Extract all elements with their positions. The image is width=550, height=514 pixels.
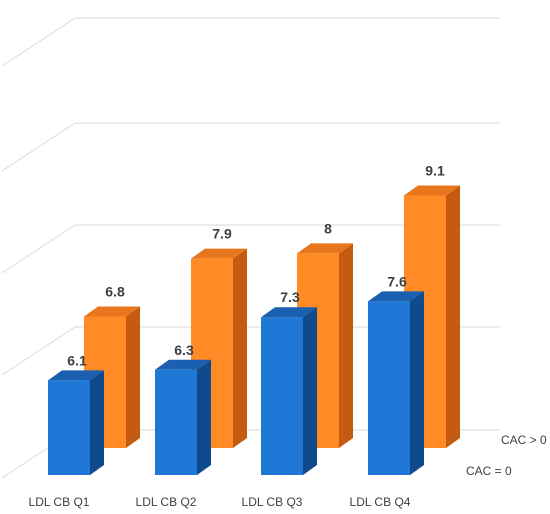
cac-gt-0-bar-side bbox=[233, 248, 247, 448]
gridline-side-4 bbox=[1, 17, 76, 67]
data-label-cac-gt-0-4: 9.1 bbox=[425, 163, 445, 179]
cac-eq-0-bar-side bbox=[197, 359, 211, 475]
cac-eq-0-bar-front bbox=[155, 369, 197, 475]
legend-cac-gt-0: CAC > 0 bbox=[501, 433, 547, 447]
category-axis: LDL CB Q1 LDL CB Q2 LDL CB Q3 LDL CB Q4 bbox=[29, 495, 411, 509]
cac-eq-0-bar-side bbox=[410, 291, 424, 475]
data-label-cac-gt-0-1: 6.8 bbox=[105, 284, 125, 300]
series-legend: CAC > 0 CAC = 0 bbox=[466, 433, 547, 478]
cac-eq-0-bar-2 bbox=[155, 359, 211, 475]
data-label-cac-gt-0-2: 7.9 bbox=[212, 226, 232, 242]
cac-eq-0-bar-front bbox=[368, 301, 410, 475]
data-labels: 6.8 7.9 8 9.1 6.1 6.3 7.3 7.6 bbox=[67, 163, 445, 369]
cac-eq-0-bar-top bbox=[368, 291, 424, 302]
cac-gt-0-bar-top bbox=[191, 248, 247, 259]
cac-gt-0-bar-side bbox=[339, 243, 353, 448]
data-label-cac-eq-0-1: 6.1 bbox=[67, 352, 87, 368]
category-label-3: LDL CB Q3 bbox=[242, 495, 303, 509]
data-label-cac-eq-0-4: 7.6 bbox=[387, 273, 407, 289]
gridline-side-1 bbox=[1, 326, 76, 376]
data-label-cac-eq-0-2: 6.3 bbox=[174, 342, 194, 358]
gridline-side-3 bbox=[1, 122, 76, 172]
gridline-side-2 bbox=[1, 224, 76, 274]
cac-gt-0-bar-side bbox=[126, 306, 140, 448]
legend-cac-eq-0: CAC = 0 bbox=[466, 464, 512, 478]
series-cac-eq-0 bbox=[48, 291, 424, 475]
category-label-4: LDL CB Q4 bbox=[350, 495, 411, 509]
cac-eq-0-bar-top bbox=[155, 359, 211, 370]
cac-gt-0-bar-top bbox=[297, 243, 353, 254]
cac-gt-0-bar-side bbox=[446, 185, 460, 448]
data-label-cac-eq-0-3: 7.3 bbox=[280, 289, 300, 305]
cac-eq-0-bar-side bbox=[303, 307, 317, 475]
cac-eq-0-bar-top bbox=[261, 307, 317, 318]
cac-eq-0-bar-3 bbox=[261, 307, 317, 475]
category-label-2: LDL CB Q2 bbox=[136, 495, 197, 509]
cac-eq-0-bar-1 bbox=[48, 370, 104, 475]
data-label-cac-gt-0-3: 8 bbox=[324, 220, 332, 236]
cac-eq-0-bar-front bbox=[48, 380, 90, 475]
cac-eq-0-bar-top bbox=[48, 370, 104, 381]
cac-eq-0-bar-front bbox=[261, 317, 303, 475]
cac-gt-0-bar-top bbox=[404, 185, 460, 196]
cac-eq-0-bar-side bbox=[90, 370, 104, 475]
category-label-1: LDL CB Q1 bbox=[29, 495, 90, 509]
cac-eq-0-bar-4 bbox=[368, 291, 424, 475]
cac-gt-0-bar-top bbox=[84, 306, 140, 317]
